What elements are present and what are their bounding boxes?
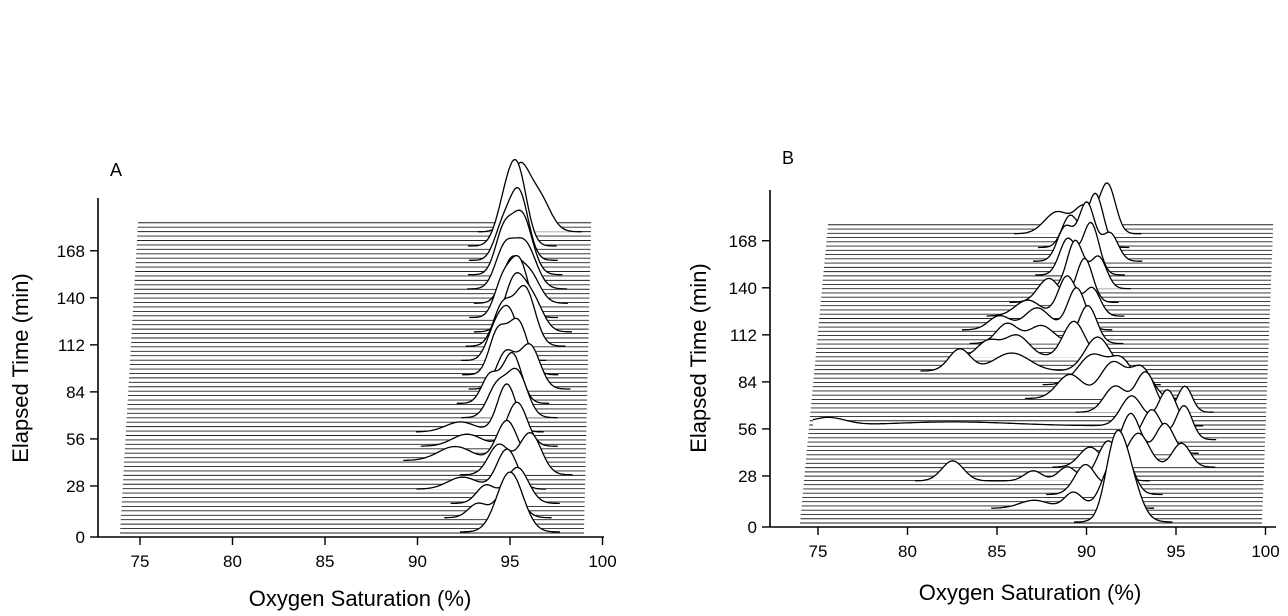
panel-a-y-tick-label: 0 [76,528,85,547]
panel-b-y-tick-label: 112 [730,326,757,345]
panel-b-x-ticks: 75 80 85 90 95 100 [809,527,1280,561]
panel-a-x-tick-label: 100 [588,552,616,571]
panel-b-label: B [782,148,794,168]
panel-a-y-tick-label: 168 [57,242,85,261]
panel-b-trace-fill [1075,371,1214,413]
panel-b-trace [915,440,1150,482]
panel-b-y-tick-label: 28 [738,467,757,486]
panel-b-x-tick-label: 80 [898,542,917,561]
panel-b-traces [812,182,1217,523]
panel-b: 0 28 56 84 112 140 168 75 80 85 90 95 100 B Oxygen … [686,148,1280,605]
panel-a-x-tick-label: 80 [223,552,242,571]
panel-b-x-axis-title: Oxygen Saturation (%) [919,580,1142,605]
panel-b-trace-fill [1052,433,1216,468]
panel-b-trace [969,304,1124,345]
panel-b-trace-fill [962,287,1113,330]
panel-a-trace [461,367,558,419]
panel-b-trace-fill [1117,405,1217,440]
panel-a-y-tick-label: 84 [66,383,85,402]
panel-b-trace [1025,360,1181,400]
panel-a-trace [468,209,563,276]
panel-b-trace [1033,201,1143,262]
panel-a-y-tick-label: 56 [66,430,85,449]
panel-b-y-tick-label: 140 [729,279,757,298]
panel-b-trace [1035,221,1125,276]
panel-a-traces [403,158,582,533]
panel-b-x-tick-label: 100 [1251,542,1279,561]
panel-a-x-tick-label: 75 [131,552,150,571]
panel-b-y-tick-label: 56 [738,420,757,439]
panel-b-trace-fill [950,321,1115,358]
panel-a-x-tick-label: 85 [316,552,335,571]
panel-a-trace [459,471,560,533]
panel-a-y-tick-label: 112 [58,336,85,355]
panel-a-y-tick-label: 28 [66,477,85,496]
panel-b-x-tick-label: 85 [988,542,1007,561]
panel-a-trace-fill [462,318,559,375]
panel-b-trace [920,336,1143,372]
panel-a-x-tick-label: 90 [408,552,427,571]
panel-a: 0 28 56 84 112 140 168 75 80 85 90 95 100 A Oxygen … [8,158,617,611]
panel-b-trace [1075,371,1214,413]
panel-b-y-tick-label: 84 [738,373,757,392]
panel-a-x-axis-title: Oxygen Saturation (%) [249,586,472,611]
panel-b-y-tick-label: 168 [729,232,757,251]
panel-a-label: A [110,160,122,180]
panel-b-trace-fill [1074,430,1173,522]
panel-a-x-ticks: 75 80 85 90 95 100 [131,537,617,571]
panel-b-trace [950,320,1116,358]
panel-a-y-tick-label: 140 [57,289,85,308]
panel-a-trace [468,186,558,261]
panel-a-trace-fill [459,432,573,475]
panel-a-y-axis-title: Elapsed Time (min) [8,273,33,463]
panel-b-trace [1074,429,1173,523]
panel-a-trace-fill [460,472,560,532]
panel-b-trace [812,389,1204,427]
panel-b-x-tick-label: 90 [1077,542,1096,561]
panel-a-y-ticks: 0 28 56 84 112 140 168 [57,242,98,547]
panel-b-y-tick-label: 0 [748,518,757,537]
panel-a-trace-fill [420,402,558,447]
panel-a-trace [459,431,573,476]
panel-b-trace [986,275,1125,317]
panel-a-trace [465,284,566,347]
panel-a-trace [467,237,568,290]
panel-b-x-tick-label: 95 [1167,542,1186,561]
panel-a-x-tick-label: 95 [501,552,520,571]
panel-a-trace [467,158,557,247]
panel-b-trace [1052,432,1216,468]
panel-b-y-ticks: 0 28 56 84 112 140 168 [729,232,770,537]
panel-b-x-tick-label: 75 [809,542,828,561]
panel-a-trace [456,351,550,404]
panel-b-y-axis-title: Elapsed Time (min) [686,263,711,453]
panel-b-trace-fill [969,305,1124,344]
panel-b-trace [1014,182,1142,235]
